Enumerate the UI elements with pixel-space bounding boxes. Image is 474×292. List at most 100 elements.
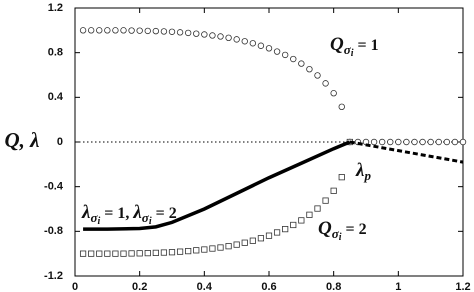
square-marker — [128, 250, 135, 257]
annotation-part: λ — [132, 202, 141, 223]
circle-marker — [322, 80, 329, 87]
square-marker — [322, 197, 329, 204]
annotation: Qσi = 2 — [318, 218, 367, 243]
annotation: Qσi = 1 — [330, 34, 379, 59]
square-marker — [120, 250, 127, 257]
y-tick-label: -1.2 — [44, 270, 63, 282]
annotation-part: i — [351, 48, 354, 59]
circle-marker — [290, 55, 297, 63]
circle-marker — [249, 40, 257, 47]
square-marker — [185, 247, 192, 255]
x-tick-label: 0.4 — [197, 281, 213, 292]
square-marker — [298, 217, 305, 224]
square-marker — [338, 174, 345, 181]
annotation-part: = 2 — [152, 205, 177, 222]
annotation-part: σ — [90, 210, 98, 225]
circle-marker — [160, 28, 168, 35]
square-marker — [209, 245, 216, 252]
annotation-part: p — [363, 168, 371, 183]
square-marker — [160, 249, 168, 256]
circle-marker — [87, 27, 95, 34]
circle-marker — [257, 42, 265, 49]
circle-marker — [427, 138, 434, 146]
circle-marker — [265, 45, 273, 52]
circle-marker — [96, 27, 103, 34]
y-tick-label: -0.8 — [44, 225, 63, 237]
square-marker — [96, 250, 103, 257]
x-tick-label: 0.8 — [326, 281, 341, 292]
square-marker — [217, 244, 224, 251]
y-tick-label: 1.2 — [48, 2, 63, 14]
circle-marker — [330, 90, 337, 97]
circle-marker — [370, 138, 378, 146]
circle-marker — [411, 138, 418, 146]
circle-marker — [459, 138, 467, 146]
x-tick-label: 1 — [395, 281, 401, 292]
annotation-part: = 1 — [354, 37, 379, 54]
square-marker — [136, 250, 143, 257]
circle-marker — [168, 28, 176, 35]
x-tick-label: 1.2 — [455, 281, 470, 292]
circle-marker — [435, 138, 442, 146]
annotation: λσi = 1, λσi = 2 — [81, 202, 177, 227]
annotation-part: Q — [330, 34, 344, 55]
square-marker — [330, 187, 337, 194]
line — [83, 140, 351, 231]
circle-marker — [176, 29, 184, 36]
square-marker — [249, 237, 256, 244]
circle-marker — [79, 27, 87, 34]
y-tick-label: 0.4 — [48, 91, 64, 103]
annotation-part: = 2 — [342, 221, 367, 238]
y-tick-label: 0 — [57, 136, 63, 148]
circle-marker — [209, 32, 216, 39]
annotation-part: σ — [344, 42, 352, 57]
square-marker — [79, 250, 87, 257]
circle-marker — [225, 34, 232, 42]
annotation-part: = 1, — [100, 205, 133, 222]
square-marker — [265, 232, 273, 239]
circle-marker — [273, 48, 281, 55]
annotation-part: σ — [142, 210, 150, 225]
square-marker — [193, 247, 200, 254]
y-axis-label: Q, λ — [5, 128, 40, 152]
square-marker — [176, 248, 184, 255]
circle-marker — [451, 138, 459, 146]
circle-marker — [387, 138, 394, 146]
square-marker — [201, 246, 208, 253]
circle-marker — [395, 138, 402, 146]
annotation-part: λ — [355, 160, 364, 181]
circle-marker — [184, 29, 192, 37]
square-marker — [290, 221, 297, 229]
circle-marker — [217, 33, 224, 40]
circle-marker — [152, 27, 160, 35]
x-tick-label: 0 — [72, 281, 78, 292]
annotation-part: i — [339, 232, 342, 243]
circle-marker — [378, 138, 386, 146]
annotation-part: σ — [332, 226, 340, 241]
square-marker — [282, 225, 289, 233]
circle-marker — [403, 138, 410, 146]
circle-marker — [443, 138, 451, 146]
circle-marker — [281, 51, 289, 59]
square-marker — [273, 229, 281, 236]
y-tick-label: 0.8 — [48, 47, 63, 59]
circle-marker — [144, 27, 151, 35]
circle-marker — [112, 27, 119, 34]
annotation-part: λ — [81, 202, 90, 223]
annotation-part: i — [149, 216, 152, 227]
circle-marker — [233, 36, 240, 43]
circle-marker — [306, 65, 313, 73]
square-marker — [168, 249, 176, 256]
circle-marker — [136, 27, 143, 34]
square-marker — [112, 250, 119, 257]
square-marker — [144, 250, 151, 257]
square-marker — [306, 211, 313, 218]
line — [349, 140, 464, 164]
circle-marker — [314, 72, 321, 79]
x-tick-label: 0.6 — [261, 281, 276, 292]
circle-marker — [419, 138, 426, 146]
square-marker — [241, 239, 248, 246]
square-marker — [152, 249, 159, 256]
